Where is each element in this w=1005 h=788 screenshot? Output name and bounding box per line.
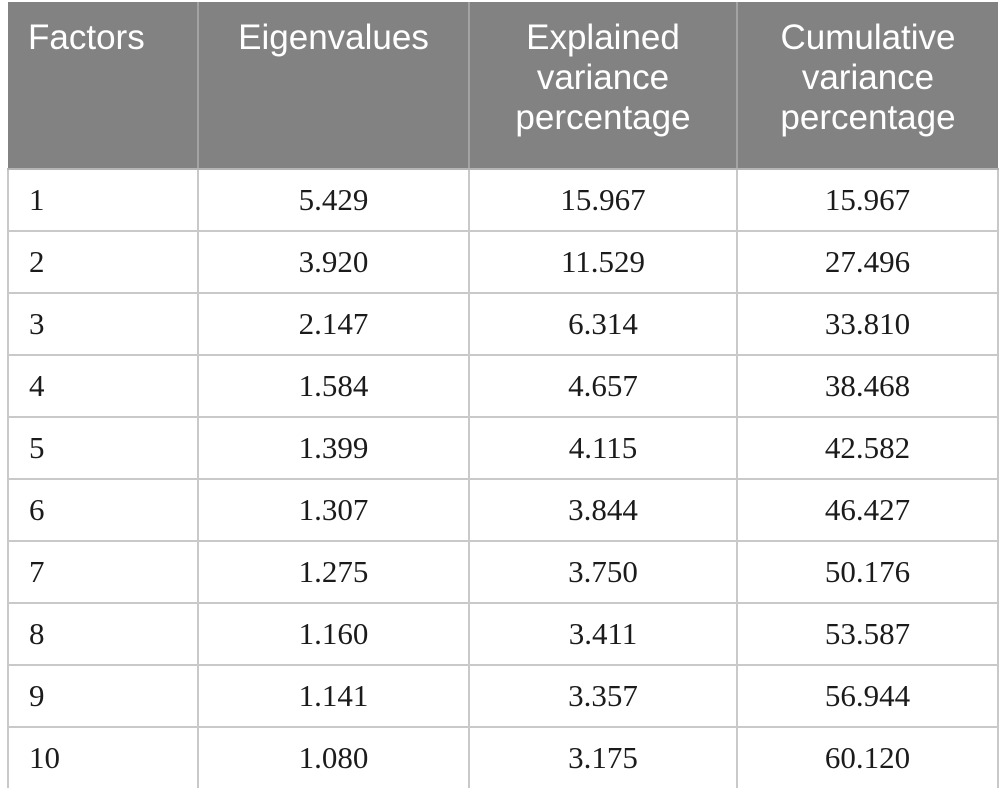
column-header-factors: Factors [8,2,198,170]
factor-cell: 6 [7,478,199,542]
cumulative-variance-cell: 53.587 [736,602,999,666]
cumulative-variance-cell: 33.810 [736,292,999,356]
eigenvalue-cell: 1.275 [197,540,470,604]
table-row: 8 1.160 3.411 53.587 [7,602,999,666]
factor-analysis-table: Factors Eigenvalues Explained variance p… [7,2,999,788]
cumulative-variance-cell: 60.120 [736,726,999,788]
eigenvalue-cell: 1.080 [197,726,470,788]
table-header: Factors Eigenvalues Explained variance p… [8,2,998,170]
cumulative-variance-cell: 15.967 [736,168,999,232]
explained-variance-cell: 6.314 [468,292,738,356]
table-row: 5 1.399 4.115 42.582 [7,416,999,480]
factor-cell: 5 [7,416,199,480]
explained-variance-cell: 11.529 [468,230,738,294]
eigenvalue-cell: 1.307 [197,478,470,542]
table-row: 3 2.147 6.314 33.810 [7,292,999,356]
factor-cell: 4 [7,354,199,418]
header-row: Factors Eigenvalues Explained variance p… [8,2,998,170]
explained-variance-cell: 15.967 [468,168,738,232]
eigenvalue-cell: 5.429 [197,168,470,232]
cumulative-variance-cell: 46.427 [736,478,999,542]
eigenvalue-cell: 1.584 [197,354,470,418]
explained-variance-cell: 3.750 [468,540,738,604]
explained-variance-cell: 4.115 [468,416,738,480]
table-row: 7 1.275 3.750 50.176 [7,540,999,604]
factor-cell: 10 [7,726,199,788]
table-row: 4 1.584 4.657 38.468 [7,354,999,418]
explained-variance-cell: 3.411 [468,602,738,666]
explained-variance-cell: 3.175 [468,726,738,788]
eigenvalue-cell: 1.160 [197,602,470,666]
table-row: 6 1.307 3.844 46.427 [7,478,999,542]
factor-cell: 8 [7,602,199,666]
cumulative-variance-cell: 38.468 [736,354,999,418]
eigenvalue-cell: 3.920 [197,230,470,294]
column-header-explained-variance: Explained variance percentage [468,2,737,170]
table-row: 9 1.141 3.357 56.944 [7,664,999,728]
table-body: 1 5.429 15.967 15.967 2 3.920 11.529 27.… [7,168,999,788]
table-row: 2 3.920 11.529 27.496 [7,230,999,294]
eigenvalue-cell: 2.147 [197,292,470,356]
cumulative-variance-cell: 42.582 [736,416,999,480]
factor-cell: 1 [7,168,199,232]
explained-variance-cell: 3.844 [468,478,738,542]
eigenvalue-cell: 1.141 [197,664,470,728]
cumulative-variance-cell: 56.944 [736,664,999,728]
column-header-eigenvalues: Eigenvalues [197,2,469,170]
table-row: 10 1.080 3.175 60.120 [7,726,999,788]
factor-cell: 2 [7,230,199,294]
factor-cell: 3 [7,292,199,356]
column-header-cumulative-variance: Cumulative variance percentage [736,2,998,170]
factor-cell: 7 [7,540,199,604]
eigenvalue-cell: 1.399 [197,416,470,480]
factor-cell: 9 [7,664,199,728]
cumulative-variance-cell: 27.496 [736,230,999,294]
explained-variance-cell: 3.357 [468,664,738,728]
cumulative-variance-cell: 50.176 [736,540,999,604]
explained-variance-cell: 4.657 [468,354,738,418]
table-row: 1 5.429 15.967 15.967 [7,168,999,232]
